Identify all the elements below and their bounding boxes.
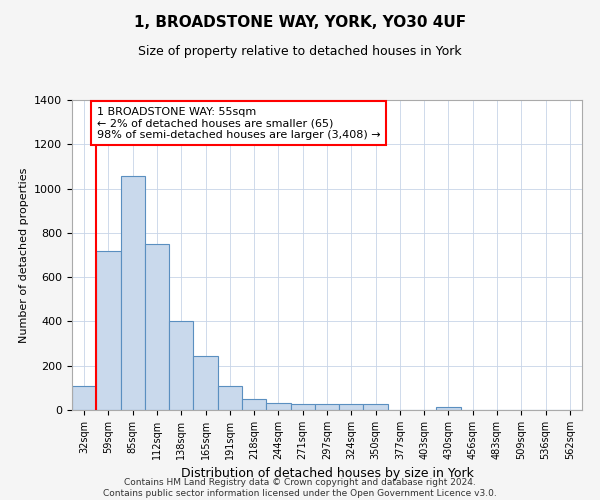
Bar: [218, 386, 242, 410]
Bar: [315, 404, 339, 410]
Bar: [96, 250, 121, 410]
Bar: [169, 322, 193, 410]
Text: 1 BROADSTONE WAY: 55sqm
← 2% of detached houses are smaller (65)
98% of semi-det: 1 BROADSTONE WAY: 55sqm ← 2% of detached…: [97, 106, 380, 140]
Text: 1, BROADSTONE WAY, YORK, YO30 4UF: 1, BROADSTONE WAY, YORK, YO30 4UF: [134, 15, 466, 30]
Text: Size of property relative to detached houses in York: Size of property relative to detached ho…: [138, 45, 462, 58]
Y-axis label: Number of detached properties: Number of detached properties: [19, 168, 29, 342]
Bar: [193, 356, 218, 410]
Bar: [242, 399, 266, 410]
Text: Contains HM Land Registry data © Crown copyright and database right 2024.
Contai: Contains HM Land Registry data © Crown c…: [103, 478, 497, 498]
Bar: [290, 404, 315, 410]
Bar: [339, 404, 364, 410]
Bar: [266, 404, 290, 410]
X-axis label: Distribution of detached houses by size in York: Distribution of detached houses by size …: [181, 468, 473, 480]
Bar: [364, 404, 388, 410]
Bar: [72, 386, 96, 410]
Bar: [121, 176, 145, 410]
Bar: [145, 244, 169, 410]
Bar: [436, 406, 461, 410]
